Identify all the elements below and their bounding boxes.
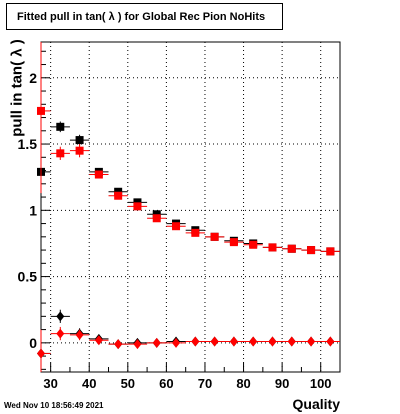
diamond-marker [75, 329, 84, 340]
diamond-marker [191, 336, 200, 347]
diamond-marker [56, 311, 65, 322]
data-point-1 [243, 240, 263, 249]
data-point-3 [37, 329, 51, 372]
diamond-marker [133, 339, 142, 350]
timestamp: Wed Nov 10 18:56:49 2021 [4, 401, 104, 410]
diamond-marker [307, 336, 316, 347]
square-marker [287, 244, 296, 253]
data-point-1 [166, 222, 186, 231]
square-marker [56, 149, 65, 158]
data-point-3 [50, 326, 70, 341]
diamond-marker [56, 328, 65, 339]
y-tick-label: 2 [29, 70, 37, 86]
data-point-1 [185, 228, 205, 237]
diamond-marker [172, 337, 181, 348]
square-marker [172, 222, 181, 231]
tick-labels: 30 40 50 60 70 80 90 100 0 0.5 1 1.5 2 [18, 70, 332, 391]
x-tick-label: 90 [275, 376, 289, 391]
data-point-1 [204, 232, 225, 241]
plot-frame [40, 41, 341, 373]
y-tick-label: 1.5 [18, 136, 38, 152]
square-marker [152, 214, 161, 223]
y-tick-label: 0 [29, 335, 37, 351]
data-point-3 [127, 339, 148, 350]
x-tick-label: 50 [121, 376, 135, 391]
data-point-3 [185, 336, 205, 347]
data-point-2 [50, 309, 70, 323]
data-point-3 [282, 336, 302, 347]
data-point-1 [147, 214, 167, 223]
data-point-1 [37, 42, 51, 194]
data-point-3 [108, 339, 128, 350]
y-axis-label: pull in tan( λ ) [8, 39, 26, 137]
x-tick-label: 60 [159, 376, 173, 391]
diamond-marker [326, 336, 335, 347]
diamond-marker [268, 336, 277, 347]
data-point-0 [50, 121, 70, 133]
x-tick-label: 40 [82, 376, 96, 391]
square-marker [249, 240, 258, 249]
square-marker [229, 238, 238, 247]
diamond-marker [152, 337, 161, 348]
data-point-3 [166, 337, 186, 348]
diamond-marker [210, 336, 219, 347]
x-tick-label: 30 [43, 376, 57, 391]
square-marker [133, 202, 142, 211]
diamond-marker [37, 348, 45, 359]
diamond-marker [94, 335, 103, 346]
data-point-3 [224, 336, 244, 347]
square-marker [210, 232, 219, 241]
data-point-1 [282, 244, 302, 253]
x-tick-label: 100 [310, 376, 332, 391]
square-marker [326, 247, 335, 256]
data-point-3 [147, 337, 167, 348]
square-marker [307, 246, 316, 255]
square-marker [75, 146, 84, 155]
square-marker [114, 191, 123, 200]
data-point-1 [89, 170, 109, 179]
square-marker [37, 106, 45, 115]
y-tick-label: 1 [29, 202, 37, 218]
data-point-0 [69, 134, 90, 146]
data-point-1 [127, 202, 148, 211]
data-point-1 [262, 243, 283, 252]
x-tick-label: 70 [198, 376, 212, 391]
square-marker [268, 243, 277, 252]
diamond-marker [229, 336, 238, 347]
x-tick-label: 80 [236, 376, 250, 391]
square-marker [56, 122, 65, 131]
x-axis-label: Quality [292, 396, 340, 412]
chart-title: Fitted pull in tan( λ ) for Global Rec P… [6, 3, 283, 30]
data-point-3 [301, 336, 321, 347]
data-point-3 [204, 336, 225, 347]
data-point-3 [262, 336, 283, 347]
data-point-1 [320, 247, 340, 256]
diamond-marker [249, 336, 258, 347]
data-point-3 [89, 335, 109, 346]
data-point-3 [243, 336, 263, 347]
data-point-1 [224, 238, 244, 247]
data-point-1 [50, 146, 70, 160]
data-point-1 [69, 144, 90, 158]
square-marker [94, 170, 103, 179]
data-point-3 [320, 336, 340, 347]
diamond-marker [287, 336, 296, 347]
diamond-marker [114, 339, 123, 350]
square-marker [191, 228, 200, 237]
data-point-3 [69, 329, 90, 341]
y-tick-label: 0.5 [18, 269, 38, 285]
data-marks [37, 42, 340, 372]
axis-ticks [41, 50, 322, 372]
data-point-1 [108, 191, 128, 200]
data-point-1 [301, 246, 321, 255]
square-marker [75, 136, 84, 145]
